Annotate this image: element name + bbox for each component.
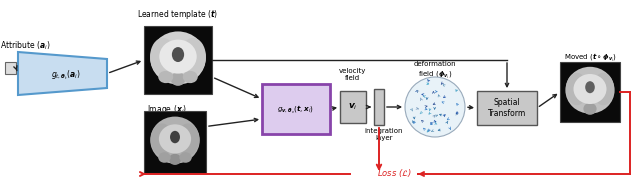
Text: Image ($\boldsymbol{x}_i$): Image ($\boldsymbol{x}_i$) (147, 103, 187, 116)
Ellipse shape (158, 71, 173, 83)
Ellipse shape (573, 74, 607, 104)
Bar (374, 89, 384, 125)
Bar (340, 91, 366, 123)
Text: $\boldsymbol{v}_i$: $\boldsymbol{v}_i$ (348, 102, 358, 112)
Text: Attribute ($\boldsymbol{a}_i$): Attribute ($\boldsymbol{a}_i$) (0, 40, 51, 53)
Text: Spatial
Transform: Spatial Transform (488, 98, 526, 118)
Text: deformation
field ($\boldsymbol{\phi}_{\boldsymbol{v}_i}$): deformation field ($\boldsymbol{\phi}_{\… (413, 61, 456, 81)
Ellipse shape (183, 71, 198, 83)
Ellipse shape (150, 31, 206, 84)
Text: Moved ($\boldsymbol{t} \circ \boldsymbol{\phi}_{\boldsymbol{v}_i}$): Moved ($\boldsymbol{t} \circ \boldsymbol… (563, 52, 616, 64)
Ellipse shape (584, 103, 596, 115)
Ellipse shape (150, 38, 176, 75)
Ellipse shape (170, 131, 180, 143)
Ellipse shape (566, 73, 588, 105)
Bar (144, 111, 206, 173)
Ellipse shape (565, 67, 614, 114)
Bar (262, 84, 330, 134)
Circle shape (405, 77, 465, 137)
Polygon shape (18, 52, 107, 95)
Ellipse shape (180, 38, 206, 75)
Ellipse shape (169, 154, 181, 165)
Ellipse shape (585, 81, 595, 93)
Bar (477, 91, 537, 125)
Ellipse shape (170, 72, 186, 86)
Ellipse shape (158, 152, 171, 163)
Text: Loss ($\mathcal{L}$): Loss ($\mathcal{L}$) (377, 167, 412, 179)
Ellipse shape (172, 47, 184, 62)
Ellipse shape (177, 123, 199, 156)
Ellipse shape (593, 73, 614, 105)
Text: $g_{t,\boldsymbol{\theta}_t}(\boldsymbol{a}_i)$: $g_{t,\boldsymbol{\theta}_t}(\boldsymbol… (51, 69, 80, 82)
Ellipse shape (159, 40, 196, 74)
Ellipse shape (150, 117, 200, 164)
Bar (5, 62, 16, 74)
Bar (144, 26, 212, 94)
Bar (560, 62, 620, 122)
Ellipse shape (179, 152, 192, 163)
Text: integration
layer: integration layer (365, 128, 403, 141)
Text: velocity
field: velocity field (339, 68, 365, 81)
Ellipse shape (159, 124, 191, 153)
Text: Learned template ($\boldsymbol{t}$): Learned template ($\boldsymbol{t}$) (138, 8, 219, 21)
Ellipse shape (151, 123, 173, 156)
Text: $g_{\boldsymbol{v},\boldsymbol{\theta}_v}(\boldsymbol{t}, \boldsymbol{x}_i)$: $g_{\boldsymbol{v},\boldsymbol{\theta}_v… (278, 104, 314, 116)
